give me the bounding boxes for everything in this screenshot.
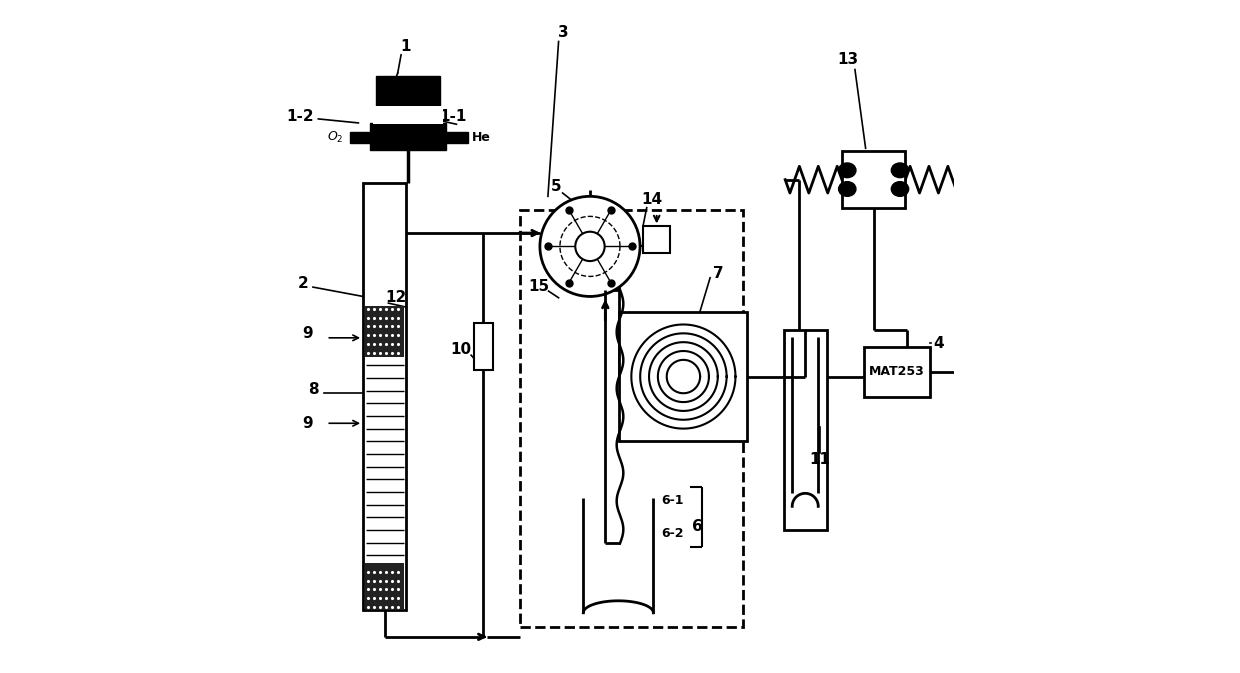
- Bar: [377, 76, 440, 106]
- Circle shape: [575, 232, 605, 261]
- Text: 1-2: 1-2: [285, 109, 314, 124]
- Text: He: He: [471, 131, 491, 144]
- Ellipse shape: [838, 182, 856, 197]
- Circle shape: [539, 197, 640, 296]
- Text: 4: 4: [934, 336, 945, 351]
- Ellipse shape: [838, 163, 856, 178]
- Text: 2: 2: [298, 276, 309, 291]
- Text: 8: 8: [308, 382, 319, 397]
- Text: 6-1: 6-1: [661, 493, 684, 507]
- Text: MAT253: MAT253: [869, 365, 925, 378]
- Text: 10: 10: [450, 343, 471, 357]
- Bar: [370, 123, 446, 149]
- Text: 6-2: 6-2: [661, 527, 684, 540]
- Text: 6: 6: [692, 520, 703, 534]
- Bar: [365, 306, 404, 357]
- Bar: [842, 151, 905, 208]
- Text: 12: 12: [386, 290, 407, 306]
- Text: $O_2$: $O_2$: [327, 130, 343, 145]
- Text: 14: 14: [641, 192, 662, 207]
- Text: 11: 11: [810, 452, 831, 468]
- Text: 9: 9: [303, 416, 312, 431]
- Bar: [373, 106, 443, 125]
- Text: 1: 1: [399, 38, 410, 54]
- Bar: [446, 133, 467, 143]
- Text: 1-1: 1-1: [439, 109, 466, 124]
- Bar: [397, 104, 420, 125]
- Bar: [863, 347, 930, 396]
- Ellipse shape: [892, 182, 909, 197]
- Bar: [784, 330, 827, 530]
- Text: 9: 9: [303, 326, 312, 341]
- Text: 3: 3: [558, 26, 569, 40]
- Bar: [365, 563, 404, 610]
- Bar: [644, 226, 670, 253]
- Bar: [520, 210, 744, 627]
- Text: 15: 15: [528, 279, 549, 294]
- Bar: [350, 133, 371, 143]
- Bar: [363, 183, 407, 610]
- Ellipse shape: [892, 163, 909, 178]
- Text: 7: 7: [713, 266, 724, 281]
- Text: 5: 5: [552, 179, 562, 194]
- Bar: [619, 312, 748, 441]
- Text: 13: 13: [838, 52, 859, 67]
- Bar: [474, 323, 492, 370]
